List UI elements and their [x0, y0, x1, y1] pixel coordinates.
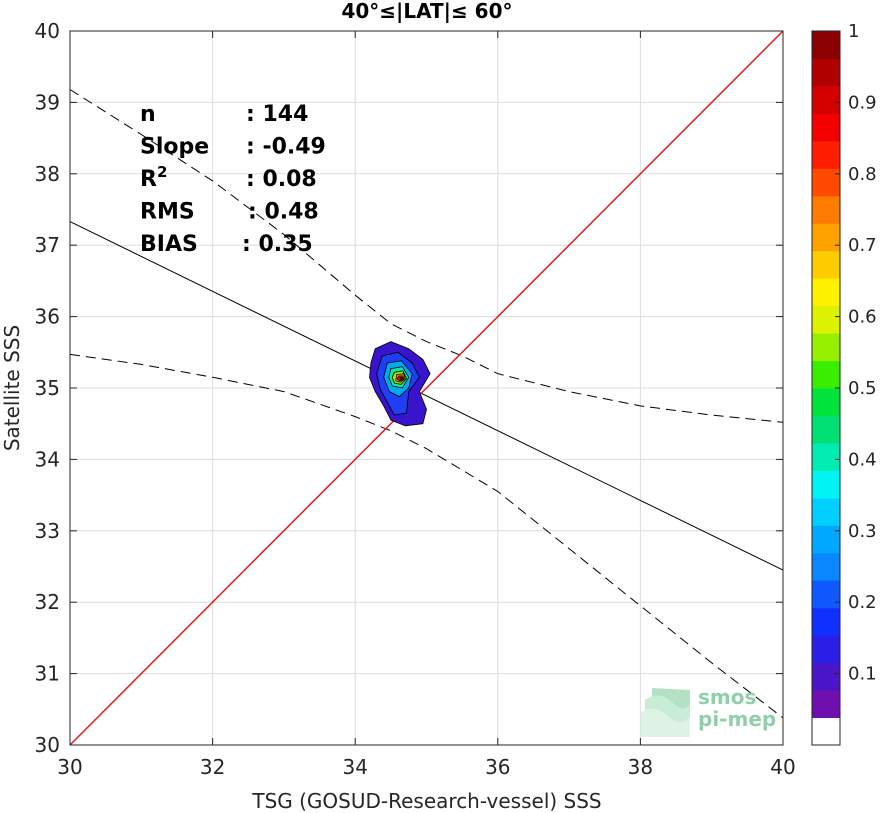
- colorbar-tick-label: 0.4: [848, 449, 877, 470]
- colorbar-band: [812, 85, 840, 114]
- x-tick-label: 40: [770, 755, 795, 779]
- colorbar-tick-label: 0.9: [848, 92, 877, 113]
- y-tick-label: 36: [35, 305, 60, 329]
- colorbar-band: [812, 31, 840, 59]
- x-tick-labels: 30 32 34 36 38 40: [57, 755, 795, 779]
- colorbar-tick-label: 0.5: [848, 378, 877, 399]
- logo-text-pi-mep: pi-mep: [698, 707, 776, 731]
- colorbar-band: [812, 662, 840, 691]
- colorbar-band: [812, 58, 840, 87]
- y-tick-label: 34: [35, 447, 60, 471]
- colorbar-band: [812, 388, 840, 416]
- y-tick-label: 30: [35, 733, 60, 757]
- colorbar-band: [812, 717, 840, 746]
- colorbar-tick-label: 0.6: [848, 307, 877, 328]
- density-contour: [399, 376, 403, 380]
- colorbar-band: [812, 690, 840, 719]
- colorbar-band: [812, 250, 840, 279]
- density-contours: [369, 341, 431, 427]
- colorbar-band: [812, 442, 840, 471]
- colorbar-band: [812, 168, 840, 197]
- x-tick-label: 32: [200, 755, 225, 779]
- colorbar-band: [812, 140, 840, 169]
- colorbar-band: [812, 607, 840, 636]
- stat-value: : -0.49: [246, 135, 326, 160]
- colorbar-band: [812, 415, 840, 444]
- colorbar-tick-label: 0.8: [848, 164, 877, 185]
- confidence-upper-line: [69, 89, 784, 423]
- x-axis-label: TSG (GOSUD-Research-vessel) SSS: [251, 789, 601, 813]
- x-tick-label: 30: [57, 755, 82, 779]
- colorbar-band: [812, 333, 840, 362]
- colorbar-band: [812, 580, 840, 609]
- y-tick-labels: 30 31 32 33 34 35 36 37 38 39 40: [35, 19, 60, 757]
- axes: [69, 30, 784, 746]
- regression-line: [69, 221, 784, 571]
- y-tick-label: 35: [35, 376, 60, 400]
- x-tick-label: 34: [342, 755, 367, 779]
- stat-label: BIAS: [140, 232, 198, 257]
- stat-label: Slope: [140, 135, 209, 160]
- colorbar-band: [812, 497, 840, 526]
- colorbar-tick-labels: 0.1 0.2 0.3 0.4 0.5 0.6 0.7 0.8 0.9 1: [835, 21, 877, 685]
- logo-waves-icon: [641, 688, 690, 737]
- colorbar-band: [812, 195, 840, 224]
- stat-value: : 0.48: [248, 200, 319, 225]
- colorbar-tick-label: 0.7: [848, 235, 877, 256]
- stat-superscript: 2: [157, 163, 167, 181]
- y-tick-label: 39: [35, 90, 60, 114]
- colorbar-tick-label: 0.3: [848, 521, 877, 542]
- y-tick-label: 31: [35, 662, 60, 686]
- stat-label: RMS: [140, 200, 195, 225]
- colorbar-tick-label: 1: [848, 21, 859, 42]
- colorbar-band: [812, 113, 840, 142]
- colorbar-band: [812, 360, 840, 389]
- colorbar-band: [812, 635, 840, 664]
- y-tick-label: 38: [35, 162, 60, 186]
- colorbar-band: [812, 223, 840, 252]
- confidence-lower-line: [69, 353, 784, 719]
- logo-text-smos: smos: [698, 685, 756, 709]
- stat-label: R2: [140, 163, 167, 192]
- x-tick-label: 36: [485, 755, 510, 779]
- colorbar-band: [812, 525, 840, 554]
- colorbar-band: [812, 552, 840, 581]
- colorbar-tick-label: 0.2: [848, 592, 877, 613]
- y-tick-label: 33: [35, 519, 60, 543]
- x-tick-label: 38: [628, 755, 653, 779]
- colorbar-band: [812, 278, 840, 307]
- chart-title: 40°≤|LAT|≤ 60°: [341, 0, 512, 23]
- colorbar-band: [812, 305, 840, 334]
- colorbar-band: [812, 470, 840, 499]
- stat-value: : 0.08: [246, 167, 317, 192]
- fit-lines: [69, 30, 784, 746]
- stat-label: n: [140, 102, 156, 127]
- smos-pi-mep-logo: smos pi-mep: [641, 685, 776, 737]
- y-axis-label: Satellite SSS: [0, 325, 24, 451]
- identity-line: [69, 30, 784, 746]
- statistics-box: n : 144 Slope : -0.49 R2 : 0.08 RMS : 0.48 BIAS:…: [140, 102, 326, 257]
- y-tick-label: 37: [35, 233, 60, 257]
- y-tick-label: 40: [35, 19, 60, 43]
- stat-value: : 0.35: [242, 232, 313, 257]
- y-tick-label: 32: [35, 590, 60, 614]
- colorbar-tick-label: 0.1: [848, 664, 877, 685]
- stat-value: : 144: [246, 102, 308, 127]
